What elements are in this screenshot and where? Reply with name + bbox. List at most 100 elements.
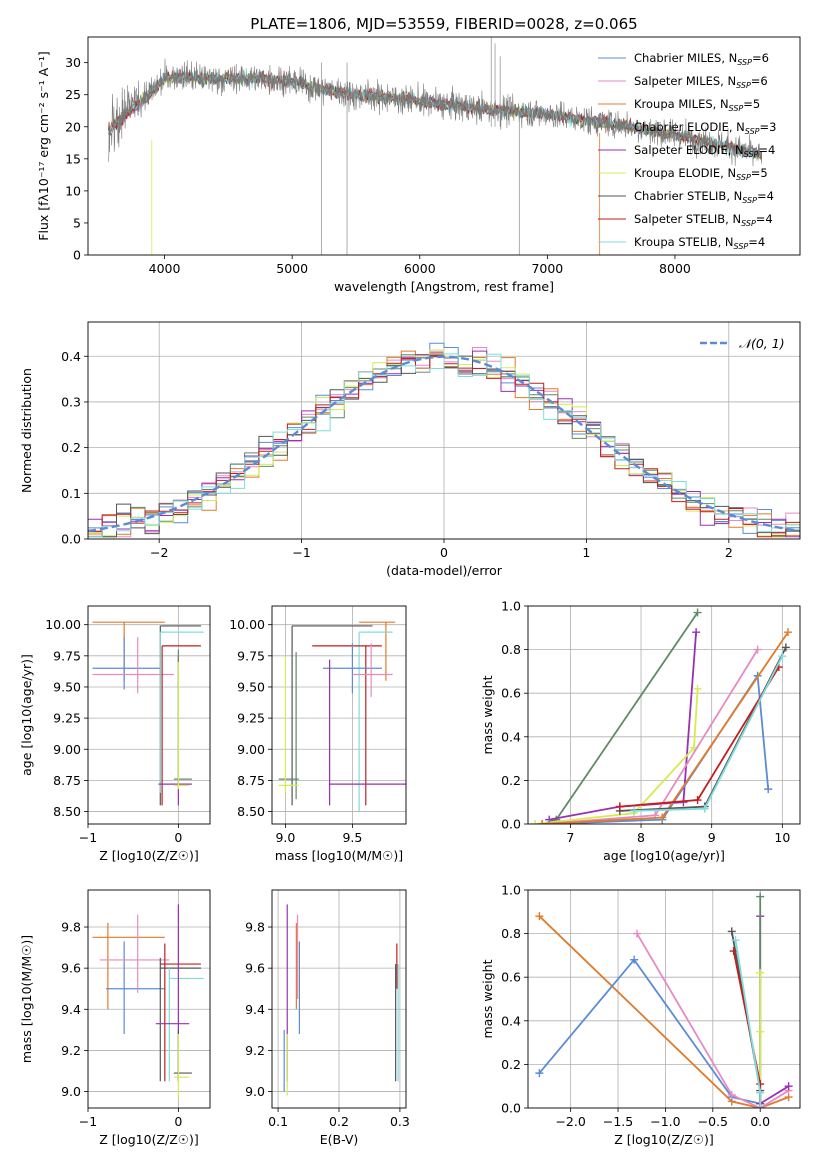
mass-weight-marker — [727, 927, 736, 936]
mass-weight-marker — [693, 796, 702, 805]
y-tick-label: 9.6 — [245, 961, 265, 976]
mass-weight-marker — [692, 628, 701, 637]
y-tick-label: 0.4 — [61, 349, 81, 364]
y-axis-label: Flux [fλ10⁻¹⁷ erg cm⁻² s⁻¹ A⁻¹] — [36, 51, 51, 240]
y-tick-label: 9.4 — [61, 1002, 81, 1017]
y-tick-label: 0.6 — [501, 970, 521, 985]
x-axis-label: Z [log10(Z/Z☉)] — [99, 848, 199, 863]
mass-weight-line — [538, 915, 789, 1108]
panel-massweight-vs-age: 7 8 9 10 0.0 0.2 0.4 0.6 0.8 1.0 age [log10(age/yr… — [480, 599, 801, 863]
x-tick-label: −1 — [292, 545, 310, 560]
legend-label: Chabrier MILES, NSSP=6 — [634, 51, 769, 67]
mass-weight-marker — [756, 1104, 765, 1108]
observed-spectrum-line — [108, 58, 762, 167]
mass-weight-line — [538, 958, 761, 1105]
y-tick-label: 9.25 — [53, 711, 81, 726]
y-tick-label: 9.50 — [237, 679, 265, 694]
mass-weight-marker — [630, 955, 639, 964]
y-tick-label: 0.0 — [501, 1101, 521, 1116]
residual-histogram-step — [88, 353, 800, 538]
x-axis-label: mass [log10(M/M☉)] — [275, 848, 403, 863]
mass-weight-marker — [615, 802, 624, 811]
y-tick-label: 8.50 — [53, 804, 81, 819]
y-axis-label: mass [log10(M/M☉)] — [19, 935, 34, 1063]
y-axis-label: mass weight — [480, 675, 495, 754]
x-tick-label: −1.5 — [603, 1114, 633, 1129]
y-tick-label: 8.50 — [237, 804, 265, 819]
y-tick-label: 0.4 — [501, 729, 521, 744]
mass-weight-marker — [729, 947, 738, 956]
axes-frame — [87, 889, 211, 1109]
x-axis-label: age [log10(age/yr)] — [603, 848, 725, 863]
mass-weight-marker — [764, 785, 773, 794]
x-tick-label: −1.0 — [650, 1114, 680, 1129]
x-tick-label: 5000 — [276, 261, 308, 276]
x-tick-label: 0 — [440, 545, 448, 560]
axes-frame — [271, 605, 407, 825]
x-tick-label: −2.0 — [555, 1114, 585, 1129]
figure-title: PLATE=1806, MJD=53559, FIBERID=0028, z=0… — [250, 15, 637, 33]
y-tick-label: 30 — [65, 55, 81, 70]
legend-label: Salpeter STELIB, NSSP=4 — [634, 212, 773, 228]
y-tick-label: 0.0 — [501, 817, 521, 832]
mass-weight-marker — [727, 1090, 736, 1099]
y-tick-label: 1.0 — [501, 883, 521, 898]
y-tick-label: 10.00 — [45, 617, 81, 632]
panel-massweight-vs-Z: −2.0 −1.5 −1.0 −0.5 0.0 0.0 0.2 0.4 0.6 0.8 1.0 Z [… — [480, 883, 801, 1147]
y-tick-label: 0.4 — [501, 1013, 521, 1028]
mass-weight-line — [759, 916, 790, 1106]
panel-mass-vs-Z: −1 0 9.0 9.2 9.4 9.6 9.8 Z [log10(Z/Z☉)] mass [l… — [19, 889, 211, 1147]
x-tick-label: 9.5 — [342, 830, 362, 845]
y-axis-label: Normed distribution — [19, 368, 34, 493]
plot-area-mass-vs-EBV — [272, 890, 406, 1108]
axes-frame — [527, 889, 801, 1109]
mass-weight-marker — [693, 608, 702, 617]
x-tick-label: −0.5 — [698, 1114, 728, 1129]
y-tick-label: 0.2 — [501, 773, 521, 788]
y-tick-label: 10.00 — [229, 617, 265, 632]
x-tick-label: 0 — [174, 1114, 182, 1129]
axes-frame — [271, 889, 407, 1109]
panel-residuals: −2 −1 0 1 2 0.0 0.1 0.2 0.3 0.4 (data-model)/error… — [19, 321, 801, 578]
y-tick-label: 8.75 — [237, 773, 265, 788]
y-tick-label: 9.0 — [61, 1084, 81, 1099]
x-tick-label: 8000 — [659, 261, 691, 276]
mass-weight-line — [535, 688, 699, 824]
y-tick-label: 1.0 — [501, 599, 521, 614]
mass-weight-marker — [629, 806, 638, 815]
legend-label: Kroupa MILES, NSSP=5 — [634, 97, 760, 113]
mass-weight-marker — [784, 1082, 793, 1091]
x-tick-label: −1 — [79, 830, 97, 845]
mass-weight-marker — [756, 1080, 765, 1089]
mass-weight-line — [541, 611, 699, 824]
x-tick-label: 8 — [637, 830, 645, 845]
y-tick-label: 9.0 — [245, 1084, 265, 1099]
x-tick-label: −1 — [79, 1114, 97, 1129]
x-axis-label: Z [log10(Z/Z☉)] — [99, 1132, 199, 1147]
y-tick-label: 0 — [73, 248, 81, 263]
plot-area-massweight-vs-age — [528, 606, 800, 824]
y-tick-label: 8.75 — [53, 773, 81, 788]
plot-area-spectrum — [108, 37, 763, 255]
legend-label: 𝒩(0, 1) — [739, 336, 785, 351]
x-tick-label: 0 — [174, 830, 182, 845]
legend-label: Chabrier STELIB, NSSP=4 — [634, 189, 774, 205]
y-tick-label: 9.4 — [245, 1002, 265, 1017]
x-tick-label: 9 — [708, 830, 716, 845]
mass-weight-marker — [700, 804, 709, 813]
y-tick-label: 20 — [65, 119, 81, 134]
x-tick-label: −2 — [150, 545, 168, 560]
y-tick-label: 0.6 — [501, 686, 521, 701]
mass-weight-marker — [535, 912, 544, 921]
y-axis-label: age [log10(age/yr)] — [19, 654, 34, 776]
y-tick-label: 9.50 — [53, 679, 81, 694]
y-tick-label: 9.8 — [245, 920, 265, 935]
plot-area-massweight-vs-Z — [528, 890, 800, 1108]
legend-label: Kroupa ELODIE, NSSP=5 — [634, 166, 768, 182]
y-tick-label: 9.00 — [53, 742, 81, 757]
y-tick-label: 25 — [65, 87, 81, 102]
x-tick-label: 7 — [566, 830, 574, 845]
y-tick-label: 0.2 — [501, 1057, 521, 1072]
panel-spectrum: 4000 5000 6000 7000 8000 0 5 10 15 20 25 30 waveleng… — [36, 36, 801, 294]
